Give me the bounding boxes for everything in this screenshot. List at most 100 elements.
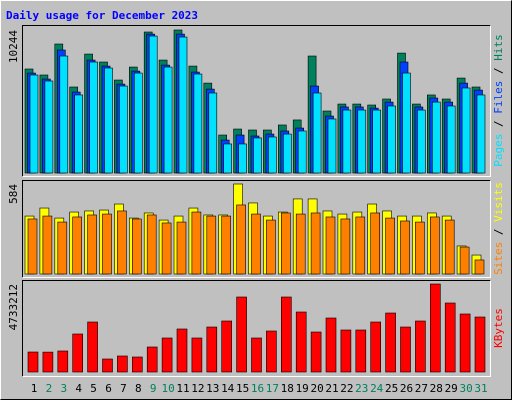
x-tick-label: 12 xyxy=(191,382,204,395)
bar xyxy=(357,109,367,174)
bar xyxy=(163,66,173,174)
x-tick-label: 4 xyxy=(75,382,82,395)
bar xyxy=(87,214,97,275)
bar xyxy=(221,215,231,275)
bar xyxy=(132,218,142,275)
bar xyxy=(236,204,246,275)
bar xyxy=(161,222,172,275)
y-tick-label: 4733212 xyxy=(7,284,20,330)
x-tick-label: 22 xyxy=(340,382,353,395)
bar xyxy=(372,109,382,174)
bar xyxy=(29,74,39,174)
bar xyxy=(266,330,277,373)
bar xyxy=(325,317,337,373)
legend-separator: / xyxy=(492,61,505,81)
x-tick-label: 7 xyxy=(120,382,127,395)
bar xyxy=(444,302,456,373)
bar xyxy=(268,136,277,174)
y-tick-label: 10244 xyxy=(7,30,20,63)
x-tick-label: 10 xyxy=(161,382,174,395)
x-tick-label: 3 xyxy=(60,382,67,395)
bar xyxy=(191,211,202,275)
bar xyxy=(400,220,410,275)
bar xyxy=(132,356,143,373)
x-tick-label: 29 xyxy=(445,382,458,395)
x-tick-label: 30 xyxy=(459,382,472,395)
bar xyxy=(42,351,54,373)
bar xyxy=(429,283,441,373)
bar xyxy=(370,212,381,275)
bar xyxy=(102,213,112,275)
series-legend: Pages / Files / Hits xyxy=(492,34,505,167)
bar xyxy=(89,61,98,174)
bar xyxy=(385,312,396,373)
bar xyxy=(134,72,143,174)
bar xyxy=(325,216,336,275)
bar xyxy=(459,246,470,275)
bar xyxy=(223,143,232,174)
bar xyxy=(355,329,367,373)
bar xyxy=(312,92,322,174)
bar xyxy=(206,326,218,373)
bar xyxy=(355,216,366,275)
bar xyxy=(208,92,218,174)
bar xyxy=(176,221,187,275)
bar xyxy=(42,215,53,275)
bar xyxy=(72,333,83,373)
bar xyxy=(446,105,456,174)
bar xyxy=(417,109,426,174)
bar xyxy=(74,94,83,174)
bar xyxy=(415,221,425,275)
bar xyxy=(310,331,322,373)
bar xyxy=(280,296,292,373)
bar xyxy=(266,219,276,275)
bar xyxy=(340,218,351,275)
legend-separator: / xyxy=(492,222,505,242)
bar xyxy=(193,73,203,174)
x-tick-label: 14 xyxy=(221,382,235,395)
legend-entry: Files xyxy=(492,81,505,114)
x-tick-label: 23 xyxy=(355,382,368,395)
bar xyxy=(104,67,113,174)
bar xyxy=(59,55,69,174)
bar xyxy=(476,94,486,174)
series-legend: Sites / Visits xyxy=(492,182,505,275)
bar xyxy=(72,216,82,275)
x-tick-label: 31 xyxy=(474,382,487,395)
bar xyxy=(431,101,441,174)
bar xyxy=(342,109,352,174)
x-tick-label: 24 xyxy=(370,382,384,395)
x-tick-label: 1 xyxy=(31,382,38,395)
bar xyxy=(146,346,158,373)
x-tick-label: 21 xyxy=(325,382,338,395)
x-tick-label: 6 xyxy=(105,382,112,395)
x-tick-label: 28 xyxy=(430,382,443,395)
chart-title: Daily usage for December 2023 xyxy=(6,9,198,22)
bar xyxy=(251,213,261,275)
bar xyxy=(57,350,69,373)
x-tick-label: 8 xyxy=(135,382,142,395)
bar xyxy=(474,259,485,275)
legend-entry: Visits xyxy=(492,182,505,222)
x-tick-label: 17 xyxy=(266,382,279,395)
bar xyxy=(117,355,128,373)
bar xyxy=(474,316,486,373)
bar xyxy=(178,36,188,174)
bar xyxy=(87,321,98,373)
panel-bevel-light xyxy=(22,280,491,377)
panel-bevel-dark xyxy=(22,25,491,177)
bar xyxy=(161,337,173,373)
x-tick-label: 9 xyxy=(150,382,157,395)
bar xyxy=(400,326,411,373)
bar xyxy=(280,212,291,275)
bar xyxy=(310,212,321,275)
x-tick-label: 11 xyxy=(176,382,189,395)
x-tick-label: 25 xyxy=(385,382,398,395)
bar xyxy=(295,311,307,373)
bar xyxy=(340,329,352,373)
panel-bevel-light xyxy=(22,25,491,177)
legend-entry: Sites xyxy=(492,242,505,275)
